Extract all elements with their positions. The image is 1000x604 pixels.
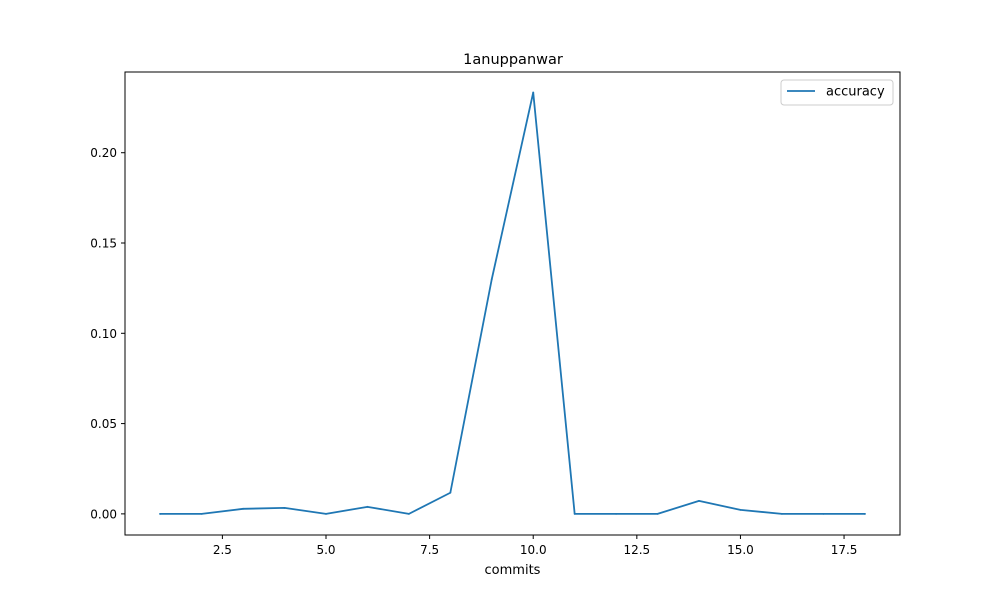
data-point: [366, 505, 369, 508]
data-point: [656, 512, 659, 515]
chart-title: 1anuppanwar: [463, 52, 563, 68]
series-line-accuracy: [159, 91, 866, 515]
data-point: [449, 491, 452, 494]
data-point: [490, 278, 493, 281]
x-tick-label: 12.5: [623, 543, 650, 557]
data-point: [242, 507, 245, 510]
y-tick-label: 0.10: [90, 327, 117, 341]
data-point: [698, 499, 700, 502]
x-tick-label: 2.5: [213, 543, 232, 557]
legend-box: [780, 79, 894, 106]
data-point: [407, 512, 410, 515]
data-point: [739, 508, 742, 511]
data-point: [532, 91, 535, 94]
data-point: [283, 507, 286, 509]
y-axis: 0.00 0.05 0.10 0.15 0.20: [90, 146, 125, 521]
x-tick-label: 17.5: [831, 543, 858, 557]
data-point: [573, 512, 576, 515]
data-point: [615, 512, 618, 515]
x-tick-label: 5.0: [316, 543, 335, 557]
y-tick-label: 0.15: [90, 237, 117, 251]
data-point: [863, 512, 866, 515]
legend: accuracy: [780, 79, 894, 106]
data-point: [200, 512, 203, 515]
x-axis-label: commits: [485, 563, 541, 578]
x-tick-label: 15.0: [727, 543, 754, 557]
data-point: [325, 512, 327, 515]
plot-area: [159, 91, 866, 515]
data-point: [780, 512, 783, 515]
y-tick-label: 0.05: [90, 417, 117, 431]
x-tick-label: 10.0: [520, 543, 547, 557]
y-tick-label: 0.00: [90, 507, 117, 521]
axes-frame: [124, 71, 901, 536]
data-point: [822, 512, 825, 515]
data-point: [159, 512, 162, 515]
legend-label-accuracy: accuracy: [826, 85, 885, 100]
x-tick-label: 7.5: [420, 543, 439, 557]
y-tick-label: 0.20: [90, 146, 117, 160]
x-axis: 2.5 5.0 7.5 10.0 12.5 15.0 17.5: [213, 535, 858, 557]
